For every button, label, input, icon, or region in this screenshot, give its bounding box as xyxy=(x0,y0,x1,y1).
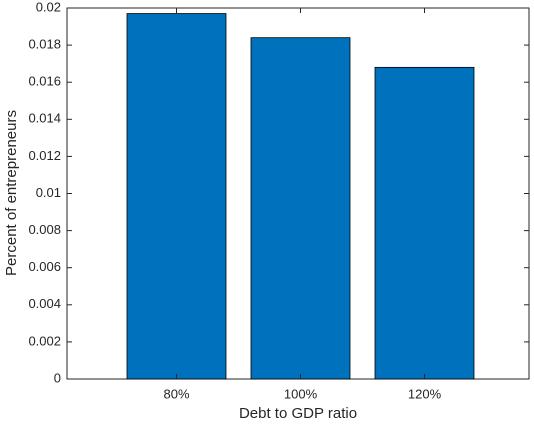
x-axis-label: Debt to GDP ratio xyxy=(239,405,357,422)
y-tick-label: 0.014 xyxy=(28,111,61,126)
x-tick-label: 100% xyxy=(284,386,318,401)
y-tick-label: 0.016 xyxy=(28,74,61,89)
y-tick-label: 0.006 xyxy=(28,259,61,274)
bar xyxy=(250,37,351,380)
y-tick-label: 0.002 xyxy=(28,333,61,348)
bar xyxy=(374,66,475,380)
x-tick-label: 120% xyxy=(408,386,442,401)
x-tick-label: 80% xyxy=(163,386,189,401)
y-tick-label: 0.01 xyxy=(36,185,61,200)
y-tick-label: 0.018 xyxy=(28,37,61,52)
y-tick-label: 0.012 xyxy=(28,148,61,163)
bar xyxy=(126,13,227,380)
y-tick-label: 0.02 xyxy=(36,0,61,14)
y-tick-label: 0.008 xyxy=(28,222,61,237)
y-tick-label: 0 xyxy=(54,370,61,385)
y-axis-label: Percent of entrepreneurs xyxy=(3,110,20,276)
y-tick-label: 0.004 xyxy=(28,296,61,311)
